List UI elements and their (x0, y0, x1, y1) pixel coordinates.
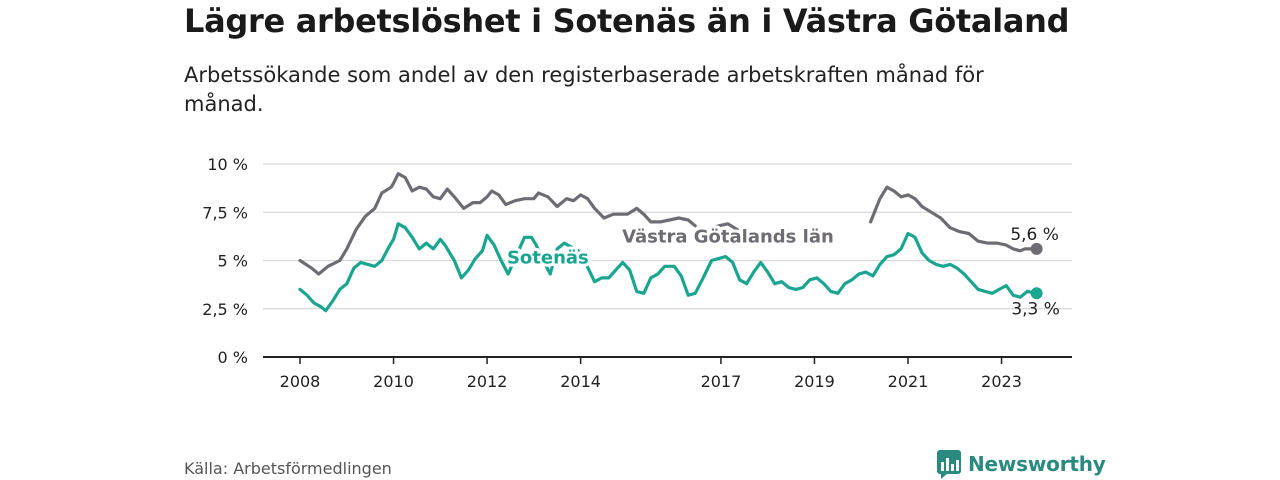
series-line-sotenas (298, 222, 1039, 313)
y-tick-label-3: 7,5 % (202, 203, 248, 222)
series-line-vastra-gotaland-1 (298, 172, 697, 276)
source-note: Källa: Arbetsförmedlingen (184, 459, 392, 478)
y-tick-label-2: 5 % (218, 252, 248, 271)
brand-name: Newsworthy (968, 452, 1106, 476)
x-tick-label-6: 2021 (888, 372, 929, 391)
chart-title: Lägre arbetslöshet i Sotenäs än i Västra… (184, 2, 1070, 40)
end-marker-sotenas (1030, 287, 1043, 300)
y-tick-label-4: 10 % (207, 155, 248, 174)
end-label-sotenas: 3,3 % (1011, 299, 1060, 319)
y-tick-label-0: 0 % (218, 348, 248, 367)
series-label-sotenas: Sotenäs (507, 248, 589, 269)
end-label-vastra-gotaland: 5,6 % (1010, 225, 1059, 245)
newsworthy-logo[interactable]: Newsworthy (936, 449, 1106, 479)
chart-subtitle: Arbetssökande som andel av den registerb… (184, 63, 984, 116)
series-line-vastra-gotaland-3 (869, 185, 1039, 253)
x-tick-label-7: 2023 (981, 372, 1022, 391)
end-marker-vastra-gotaland (1030, 242, 1043, 255)
x-tick-label-2: 2012 (467, 372, 508, 391)
x-tick-label-3: 2014 (560, 372, 601, 391)
x-tick-label-0: 2008 (280, 372, 321, 391)
x-tick-label-1: 2010 (373, 372, 414, 391)
series-line-vastra-gotaland-2 (707, 222, 739, 232)
y-tick-label-1: 2,5 % (202, 300, 248, 319)
bar-chart-icon (937, 450, 961, 479)
line-chart: 0 % 2,5 % 5 % 7,5 % 10 % 2008 2010 2012 2014 2017… (202, 155, 1072, 391)
x-tick-label-5: 2019 (794, 372, 835, 391)
x-tick-label-4: 2017 (701, 372, 742, 391)
series-label-vastra-gotaland: Västra Götalands län (622, 226, 834, 247)
